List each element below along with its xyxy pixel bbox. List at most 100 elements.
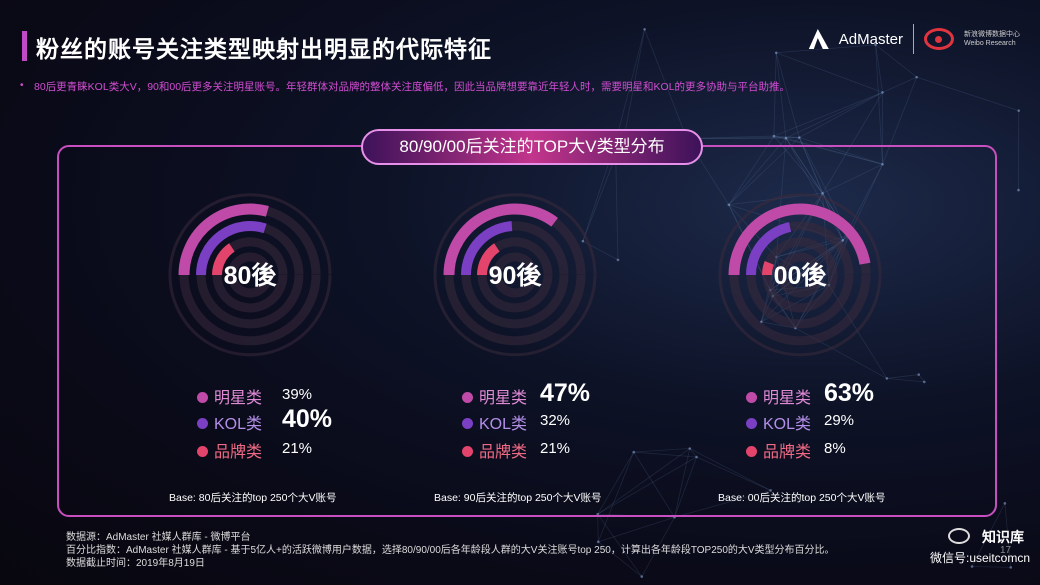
network-node xyxy=(581,239,585,243)
network-line xyxy=(597,448,691,515)
network-line xyxy=(886,378,925,383)
legend-name: 明星类 xyxy=(214,390,263,407)
legend-dot-icon xyxy=(462,392,473,403)
network-line xyxy=(686,135,774,139)
legend-dot-icon xyxy=(462,446,473,457)
legend-value: 21% xyxy=(540,440,571,457)
network-line xyxy=(644,29,688,139)
legend-dot-icon xyxy=(462,418,473,429)
network-node xyxy=(769,489,772,492)
network-line xyxy=(674,448,691,518)
legend-row: KOL类 xyxy=(462,410,527,434)
network-node xyxy=(772,134,776,138)
network-node xyxy=(885,377,889,380)
network-node xyxy=(688,447,692,450)
network-line xyxy=(689,448,771,491)
network-line xyxy=(597,451,635,515)
radial-bar-brand xyxy=(477,243,500,276)
wechat-id: 微信号:useitcomcn xyxy=(930,551,1031,565)
generation-label: 90後 xyxy=(489,262,543,290)
network-line xyxy=(822,92,883,194)
legend-value: 40% xyxy=(282,405,333,433)
legend-value: 39% xyxy=(282,386,313,403)
radial-bar-star xyxy=(728,203,871,276)
network-node xyxy=(841,239,845,242)
network-node xyxy=(798,136,801,139)
legend-row: 明星类 xyxy=(746,384,811,408)
legend-row: 品牌类 xyxy=(462,438,527,462)
base-note: Base: 80后关注的top 250个大V账号 xyxy=(169,492,337,504)
network-line xyxy=(728,137,800,206)
legend-value: 21% xyxy=(282,440,313,457)
network-line xyxy=(799,137,883,165)
legend-name: KOL类 xyxy=(479,416,528,433)
network-line xyxy=(776,52,883,93)
network-line xyxy=(799,92,883,138)
network-node xyxy=(1017,188,1020,192)
base-note: Base: 00后关注的top 250个大V账号 xyxy=(718,492,886,504)
legend-row: 品牌类 xyxy=(746,438,811,462)
legend-name: 品牌类 xyxy=(479,444,528,461)
network-line xyxy=(875,44,883,165)
network-node xyxy=(1003,502,1007,505)
network-node xyxy=(874,43,877,47)
network-node xyxy=(727,203,731,207)
footer-date: 数据截止时间：2019年8月19日 xyxy=(66,558,205,569)
logo-group: AdMaster 新浪微博数据中心 Weibo Research xyxy=(808,22,1020,56)
wechat-icon xyxy=(948,528,970,544)
network-line xyxy=(916,76,1019,112)
network-node xyxy=(1009,566,1013,569)
legend-row: KOL类 xyxy=(746,410,811,434)
note-bullet: • xyxy=(20,80,24,91)
legend-row: 品牌类 xyxy=(197,438,262,462)
network-node xyxy=(917,373,921,376)
network-line xyxy=(597,451,635,543)
network-line xyxy=(597,456,697,515)
network-node xyxy=(881,91,884,94)
legend-name: 明星类 xyxy=(479,390,528,407)
generation-label: 80後 xyxy=(224,262,278,290)
weibo-logo-icon xyxy=(924,28,954,50)
legend-value: 63% xyxy=(824,379,875,407)
weibo-logo-text: 新浪微博数据中心 Weibo Research xyxy=(964,31,1020,47)
network-line xyxy=(785,137,800,139)
radial-bar-star xyxy=(178,203,269,276)
network-node xyxy=(922,380,926,384)
network-line xyxy=(785,137,883,165)
network-line xyxy=(875,44,917,78)
radial-track xyxy=(777,252,823,298)
wechat-name: 知识库 xyxy=(982,529,1024,545)
network-node xyxy=(1017,109,1021,112)
network-line xyxy=(918,374,925,383)
network-line xyxy=(882,76,917,93)
network-line xyxy=(775,52,787,139)
network-line xyxy=(882,76,918,165)
radial-bar-kol xyxy=(461,221,513,276)
network-line xyxy=(674,490,771,518)
legend-value: 29% xyxy=(824,412,855,429)
legend-dot-icon xyxy=(746,446,757,457)
radial-bar-star xyxy=(443,203,558,276)
network-line xyxy=(597,513,643,577)
network-line xyxy=(875,44,883,93)
network-line xyxy=(822,163,883,194)
network-line xyxy=(674,456,697,518)
footer-source: 数据源：AdMaster 社媒人群库 - 微博平台 xyxy=(66,532,251,543)
network-line xyxy=(886,374,919,379)
legend-row: 明星类 xyxy=(197,384,262,408)
legend-row: KOL类 xyxy=(197,410,262,434)
radial-bar-kol xyxy=(196,221,267,276)
generation-label: 00後 xyxy=(774,262,828,290)
network-line xyxy=(633,451,675,518)
legend-value: 47% xyxy=(540,379,591,407)
legend-name: KOL类 xyxy=(214,416,263,433)
network-node xyxy=(616,258,620,262)
summary-note: 80后更青睐KOL类大V，90和00后更多关注明星账号。年轻群体对品牌的整体关注… xyxy=(34,81,791,93)
legend-value: 32% xyxy=(540,412,571,429)
radial-bar-brand xyxy=(212,243,235,276)
network-line xyxy=(849,164,883,236)
network-line xyxy=(773,135,787,139)
network-node xyxy=(774,51,778,55)
network-node xyxy=(784,136,788,140)
network-line xyxy=(598,516,675,543)
